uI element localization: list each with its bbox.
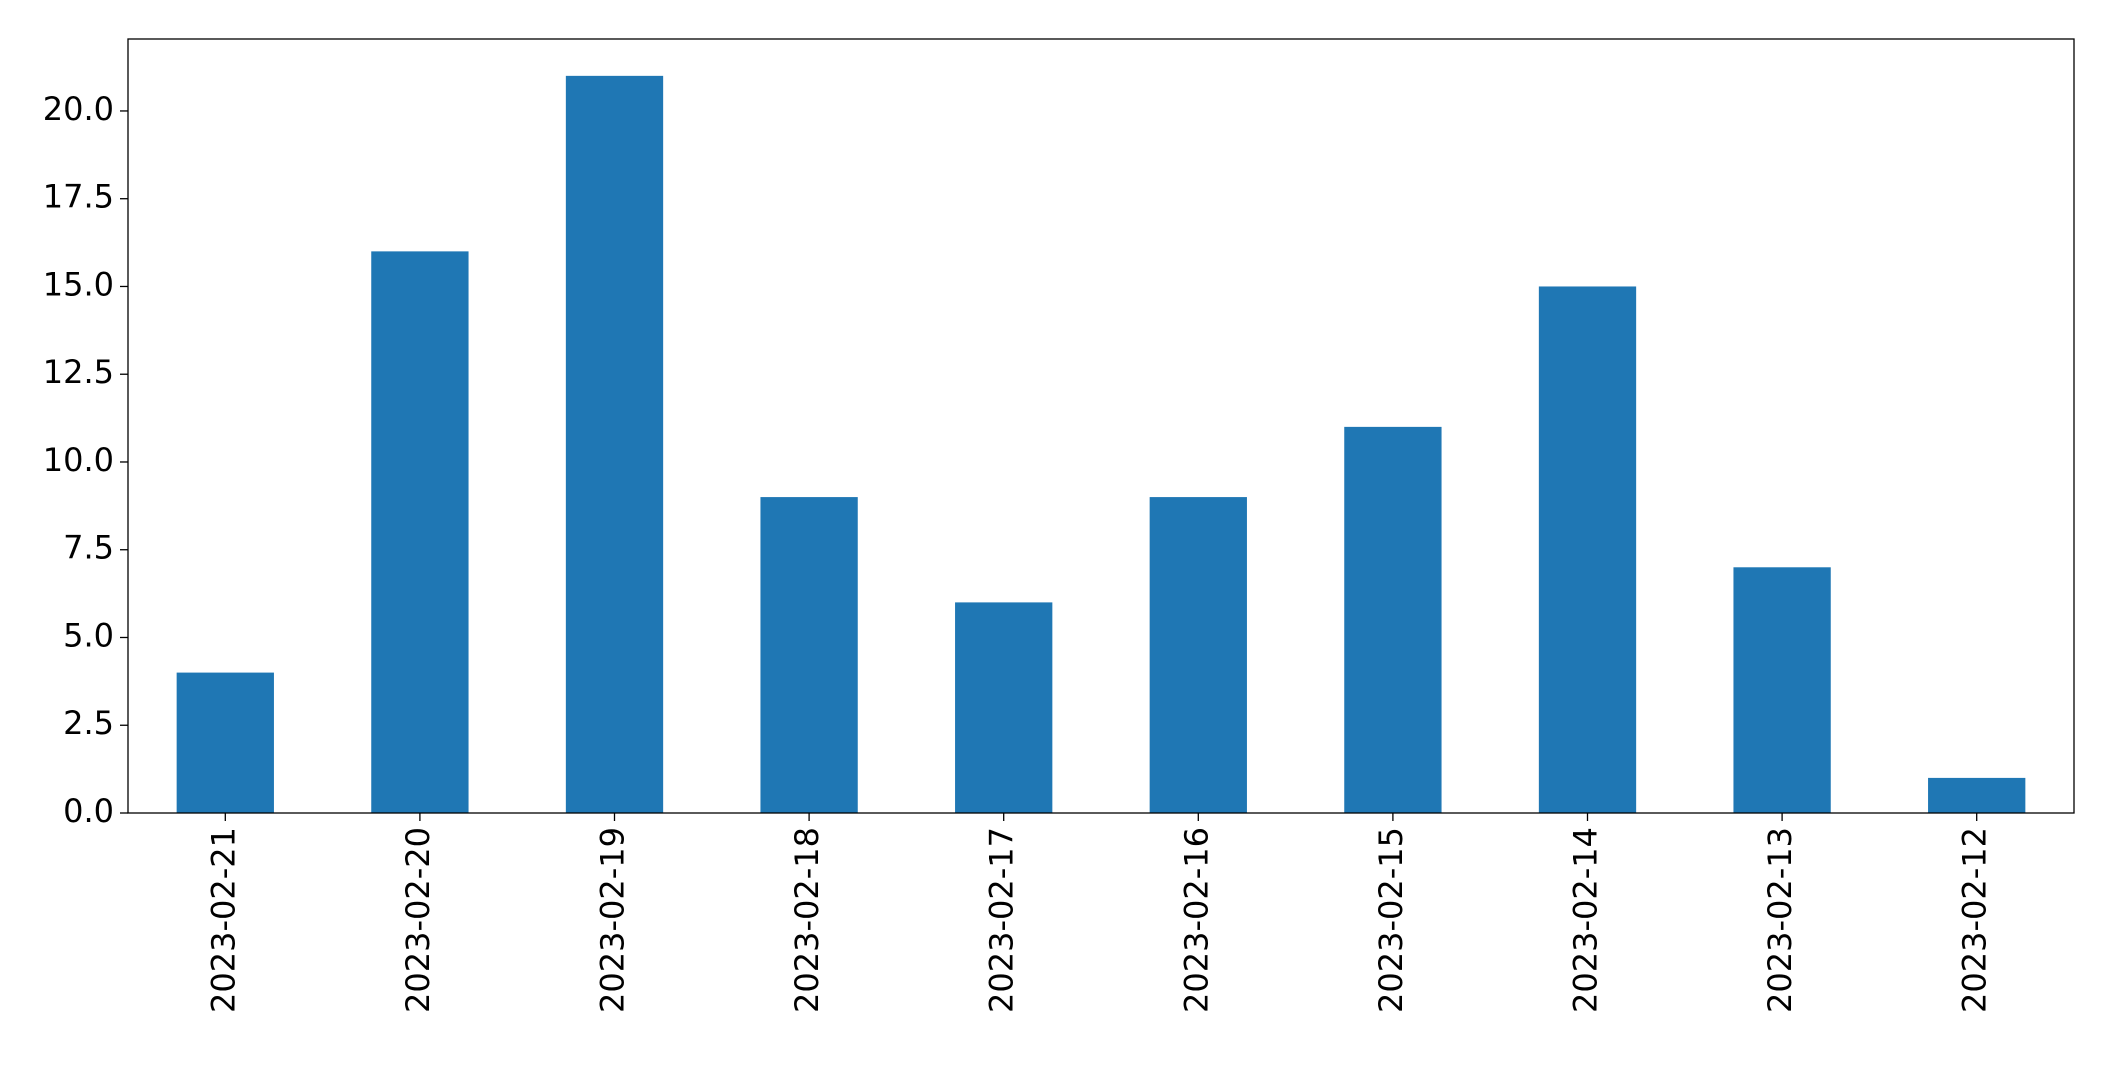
y-tick-label: 15.0 [43, 265, 114, 303]
y-tick-label: 0.0 [63, 792, 114, 830]
x-tick-label: 2023-02-20 [399, 827, 437, 1013]
bar [176, 672, 274, 813]
bar [760, 497, 858, 813]
x-tick-label: 2023-02-15 [1372, 827, 1410, 1013]
y-tick-label: 7.5 [63, 529, 114, 567]
x-tick-label: 2023-02-14 [1567, 827, 1605, 1013]
x-tick-label: 2023-02-12 [1956, 827, 1994, 1013]
bar [1928, 777, 2026, 813]
y-tick-label: 2.5 [63, 704, 114, 742]
x-tick-label: 2023-02-18 [788, 827, 826, 1013]
bar [955, 602, 1053, 813]
x-tick-label: 2023-02-13 [1761, 827, 1799, 1013]
y-tick-label: 20.0 [43, 90, 114, 128]
bar [371, 251, 469, 814]
x-tick-label: 2023-02-17 [983, 827, 1021, 1013]
x-tick-label: 2023-02-21 [204, 827, 242, 1013]
y-tick-label: 10.0 [43, 441, 114, 479]
bar [1149, 497, 1247, 813]
x-tick-label: 2023-02-19 [594, 827, 632, 1013]
bar [565, 75, 664, 814]
bar [1344, 426, 1442, 813]
y-tick-label: 17.5 [43, 178, 114, 216]
plot-frame [127, 38, 2075, 814]
y-tick-label: 5.0 [63, 616, 114, 654]
bar [1538, 286, 1637, 814]
x-tick-label: 2023-02-16 [1177, 827, 1215, 1013]
y-tick-label: 12.5 [43, 353, 114, 391]
bar [1733, 567, 1831, 813]
